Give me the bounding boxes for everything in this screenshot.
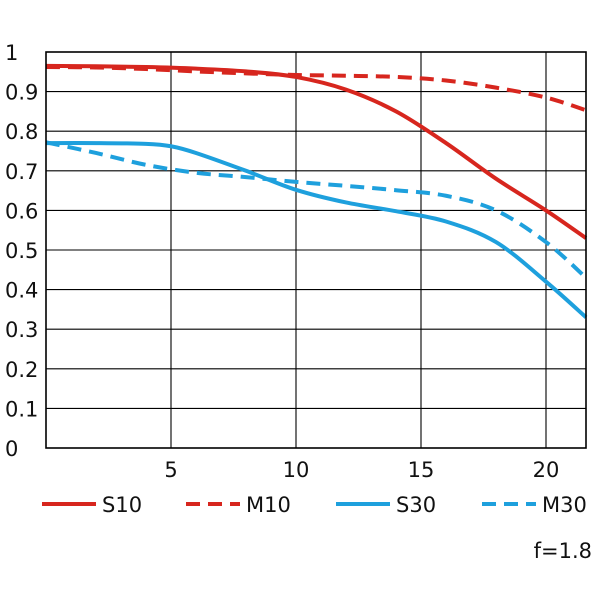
y-axis-tick-labels: 0 0.1 0.2 0.3 0.4 0.5 0.6 0.7 0.8 0.9 1 [5,41,38,461]
plot-frame [45,51,587,449]
x-axis-tick-labels: 5 10 15 20 [164,458,559,482]
y-tick-label: 0.5 [5,239,38,263]
legend-label-s30: S30 [396,493,436,517]
y-tick-label: 0.6 [5,199,38,223]
y-tick-label: 0.1 [5,397,38,421]
y-tick-label: 0.8 [5,120,38,144]
y-tick-label: 1 [5,41,18,65]
x-tick-label: 15 [408,458,435,482]
legend: S10 M10 S30 M30 [42,493,587,517]
series-line-m30 [45,140,588,280]
x-tick-label: 10 [283,458,310,482]
y-tick-label: 0.9 [5,81,38,105]
legend-label-m10: M10 [246,493,291,517]
series-line-m10 [45,65,587,113]
y-tick-label: 0.2 [5,358,38,382]
y-tick-label: 0.7 [5,160,38,184]
aperture-note: f=1.8 [534,539,592,563]
y-tick-label: 0.4 [5,279,38,303]
x-tick-label: 20 [533,458,560,482]
legend-label-s10: S10 [102,493,142,517]
legend-label-m30: M30 [542,493,587,517]
y-tick-label: 0 [5,437,18,461]
x-tick-label: 5 [164,458,177,482]
series-lines [45,63,588,319]
grid-lines [46,52,586,448]
y-tick-label: 0.3 [5,318,38,342]
series-line-s30 [45,141,588,319]
